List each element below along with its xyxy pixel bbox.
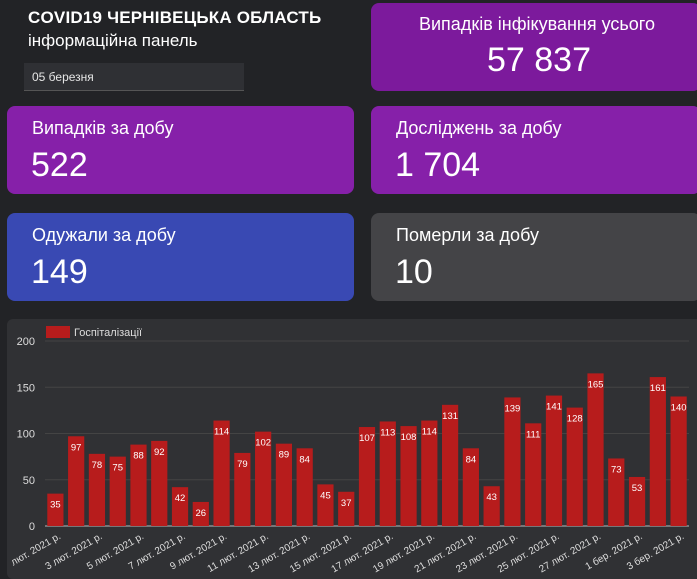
hospitalization-chart-panel: 0 50 100 150 200 35 97 78 75 88 92 42 26 114 79 102 89 8… — [7, 319, 697, 579]
bar-value-label: 108 — [401, 432, 417, 443]
date-selector[interactable]: 05 березня — [24, 63, 244, 91]
bar[interactable] — [68, 436, 85, 526]
bar[interactable] — [525, 423, 542, 526]
card-total-label: Випадків інфікування усього — [419, 14, 655, 34]
bar-value-label: 42 — [175, 493, 186, 504]
bar-value-label: 45 — [320, 490, 331, 501]
legend-swatch — [46, 326, 70, 338]
bar[interactable] — [151, 440, 168, 526]
bar[interactable] — [234, 452, 251, 526]
page-subtitle: інформаційна панель — [28, 31, 198, 50]
bar-value-label: 165 — [588, 379, 604, 390]
bar-value-label: 78 — [92, 460, 103, 471]
bar[interactable] — [130, 444, 147, 526]
y-tick-label: 200 — [17, 336, 35, 348]
bar[interactable] — [649, 377, 666, 526]
chart-bars: 35 97 78 75 88 92 42 26 114 79 102 89 84 45 37 107 113 10… — [47, 373, 687, 527]
bar[interactable] — [670, 396, 687, 527]
card-deaths-value: 10 — [395, 253, 433, 291]
bar-value-label: 92 — [154, 447, 165, 458]
bar[interactable] — [109, 456, 126, 526]
y-tick-label: 0 — [29, 521, 35, 533]
bar[interactable] — [192, 501, 209, 526]
card-daily-cases-value: 522 — [31, 146, 88, 184]
bar-value-label: 114 — [214, 427, 229, 438]
card-total-value: 57 837 — [487, 41, 591, 79]
bar-value-label: 89 — [279, 450, 290, 461]
y-tick-label: 100 — [17, 429, 35, 441]
card-daily-cases: Випадків за добу 522 — [7, 106, 354, 194]
bar[interactable] — [213, 420, 230, 526]
bar[interactable] — [171, 487, 189, 526]
y-tick-label: 150 — [17, 382, 35, 394]
bar-value-label: 114 — [422, 427, 437, 438]
hospitalization-chart: 0 50 100 150 200 35 97 78 75 88 92 42 26 114 79 102 89 8… — [9, 326, 689, 575]
bar[interactable] — [338, 491, 355, 526]
bar-value-label: 84 — [466, 454, 477, 465]
bar-value-label: 37 — [341, 498, 352, 509]
card-deaths: Померли за добу 10 — [371, 213, 697, 301]
bar[interactable] — [566, 407, 583, 526]
bar-value-label: 97 — [71, 442, 82, 453]
card-recovered-label: Одужали за добу — [32, 225, 176, 245]
card-recovered-value: 149 — [31, 253, 88, 291]
bar-value-label: 140 — [671, 403, 687, 414]
bar[interactable] — [441, 404, 459, 526]
bar[interactable] — [379, 421, 396, 526]
bar[interactable] — [421, 420, 438, 526]
card-daily-cases-label: Випадків за добу — [32, 118, 174, 138]
card-deaths-label: Померли за добу — [396, 225, 539, 245]
title-block: COVID19 ЧЕРНІВЕЦЬКА ОБЛАСТЬ інформаційна… — [28, 6, 321, 51]
bar-value-label: 79 — [237, 459, 248, 470]
bar-value-label: 75 — [112, 463, 123, 474]
bar[interactable] — [587, 373, 604, 526]
bar-value-label: 73 — [611, 464, 622, 475]
bar-value-label: 141 — [546, 402, 562, 413]
bar-value-label: 111 — [526, 429, 540, 440]
bar-value-label: 102 — [255, 438, 271, 449]
card-daily-tests: Досліджень за добу 1 704 — [371, 106, 697, 194]
bar-value-label: 35 — [50, 500, 61, 511]
bar[interactable] — [483, 486, 500, 526]
card-daily-tests-value: 1 704 — [395, 146, 481, 184]
bar[interactable] — [462, 448, 479, 526]
bar-value-label: 161 — [650, 383, 666, 394]
bar[interactable] — [88, 453, 106, 526]
bar[interactable] — [47, 493, 64, 526]
page-title: COVID19 ЧЕРНІВЕЦЬКА ОБЛАСТЬ — [28, 8, 322, 27]
bar[interactable] — [317, 484, 334, 526]
card-total-cases: Випадків інфікування усього 57 837 — [371, 3, 697, 91]
y-tick-label: 50 — [23, 475, 35, 487]
bar-value-label: 53 — [632, 483, 643, 494]
bar[interactable] — [545, 395, 563, 526]
bar-value-label: 43 — [486, 492, 497, 503]
bar[interactable] — [275, 443, 293, 526]
bar-value-label: 113 — [380, 427, 395, 438]
bar[interactable] — [296, 448, 313, 526]
legend[interactable]: Госпіталізації — [46, 326, 142, 339]
bar[interactable] — [400, 426, 417, 526]
legend-label: Госпіталізації — [74, 327, 142, 339]
card-daily-tests-label: Досліджень за добу — [396, 118, 562, 138]
bar-value-label: 128 — [567, 414, 583, 425]
y-axis: 0 50 100 150 200 — [17, 336, 35, 533]
bar[interactable] — [608, 458, 625, 526]
bar-value-label: 131 — [442, 411, 458, 422]
bar-value-label: 88 — [133, 451, 144, 462]
bar-value-label: 84 — [299, 454, 310, 465]
bar-value-label: 107 — [359, 433, 375, 444]
bar[interactable] — [255, 431, 272, 526]
bar-value-label: 139 — [504, 403, 520, 414]
bar[interactable] — [504, 397, 521, 526]
x-axis: лют. 2021 р.3 лют. 2021 р.5 лют. 2021 р.… — [9, 530, 686, 575]
card-recovered: Одужали за добу 149 — [7, 213, 354, 301]
bar[interactable] — [358, 427, 376, 526]
bar-value-label: 26 — [196, 508, 207, 519]
bar[interactable] — [628, 476, 646, 526]
